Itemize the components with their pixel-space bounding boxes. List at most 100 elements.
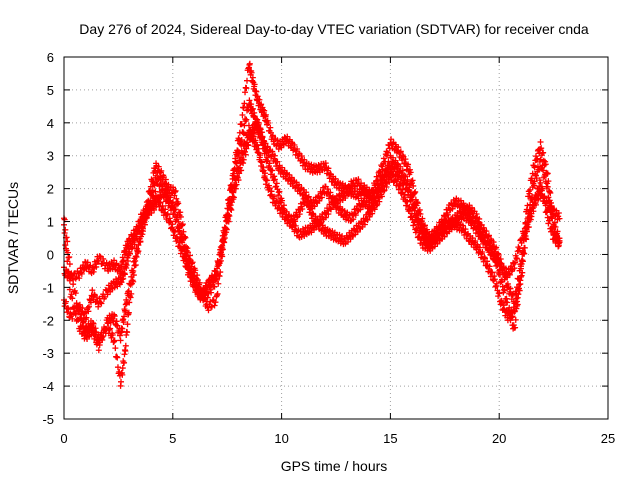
data-point-marker <box>166 219 173 226</box>
data-point-marker <box>493 244 500 251</box>
data-point-marker <box>476 244 483 251</box>
data-point-marker <box>271 155 278 162</box>
data-point-marker <box>155 163 162 170</box>
data-point-marker <box>125 288 132 295</box>
data-point-marker <box>66 253 73 260</box>
data-point-marker <box>95 303 102 310</box>
data-point-marker <box>294 145 301 152</box>
data-point-marker <box>376 168 383 175</box>
data-point-marker <box>159 186 166 193</box>
data-point-marker <box>83 314 90 321</box>
data-point-marker <box>415 216 422 223</box>
data-point-marker <box>495 270 502 277</box>
data-point-marker <box>492 283 499 290</box>
data-point-marker <box>223 225 230 232</box>
data-point-marker <box>494 254 501 261</box>
data-point-marker <box>495 252 502 259</box>
y-tick-label: 1 <box>47 215 54 230</box>
data-point-marker <box>376 184 383 191</box>
data-point-marker <box>408 196 415 203</box>
data-point-marker <box>267 171 274 178</box>
data-point-marker <box>130 258 137 265</box>
data-point-marker <box>523 228 530 235</box>
data-point-marker <box>89 327 96 334</box>
data-point-marker <box>503 295 510 302</box>
data-point-marker <box>171 206 178 213</box>
data-point-marker <box>534 163 541 170</box>
data-point-marker <box>124 329 131 336</box>
data-point-marker <box>266 185 273 192</box>
data-point-marker <box>220 238 227 245</box>
data-point-marker <box>378 181 385 188</box>
data-point-marker <box>214 290 221 297</box>
data-point-marker <box>540 157 547 164</box>
data-point-marker <box>92 261 99 268</box>
data-point-marker <box>76 275 83 282</box>
data-point-marker <box>416 206 423 213</box>
data-point-marker <box>536 146 543 153</box>
data-point-marker <box>441 213 448 220</box>
data-point-marker <box>207 283 214 290</box>
data-point-marker <box>89 287 96 294</box>
data-point-marker <box>130 278 137 285</box>
data-point-marker <box>472 238 479 245</box>
data-point-marker <box>540 167 547 174</box>
data-point-marker <box>542 171 549 178</box>
data-point-marker <box>544 180 551 187</box>
data-point-marker <box>327 189 334 196</box>
data-point-marker <box>243 85 250 92</box>
data-point-marker <box>311 203 318 210</box>
data-point-marker <box>318 194 325 201</box>
data-point-marker <box>512 324 519 331</box>
data-point-marker <box>322 160 329 167</box>
data-point-marker <box>141 219 148 226</box>
data-point-marker <box>232 176 239 183</box>
data-point-marker <box>271 193 278 200</box>
data-point-marker <box>268 188 275 195</box>
data-point-marker <box>402 156 409 163</box>
data-point-marker <box>546 217 553 224</box>
data-point-marker <box>239 111 246 118</box>
data-point-marker <box>274 158 281 165</box>
data-point-marker <box>499 283 506 290</box>
data-point-marker <box>96 342 103 348</box>
data-point-marker <box>411 207 418 214</box>
y-tick-label: 6 <box>47 50 54 65</box>
data-point-marker <box>97 299 104 306</box>
data-point-marker <box>301 156 308 163</box>
data-point-marker <box>63 234 70 241</box>
data-point-marker <box>483 228 490 235</box>
data-point-marker <box>398 190 405 197</box>
data-point-marker <box>490 239 497 246</box>
y-tick-label: 2 <box>47 182 54 197</box>
data-point-marker <box>532 201 539 208</box>
data-point-marker <box>409 177 416 184</box>
data-point-marker <box>546 188 553 195</box>
x-tick-label: 15 <box>383 431 397 446</box>
data-point-marker <box>132 253 139 260</box>
data-point-marker <box>520 250 527 257</box>
data-point-marker <box>91 335 98 342</box>
data-point-marker <box>116 332 123 339</box>
data-point-marker <box>208 289 215 296</box>
data-point-marker <box>502 273 509 280</box>
data-point-marker <box>90 320 97 327</box>
data-point-marker <box>164 210 171 217</box>
data-point-marker <box>183 253 190 260</box>
data-point-marker <box>537 156 544 163</box>
data-point-marker <box>405 188 412 195</box>
data-point-marker <box>479 248 486 255</box>
data-point-marker <box>62 242 69 249</box>
data-point-marker <box>383 148 390 155</box>
data-point-marker <box>112 345 119 352</box>
data-point-marker <box>118 378 125 385</box>
data-point-marker <box>285 213 292 220</box>
data-point-marker <box>230 182 237 189</box>
chart-title: Day 276 of 2024, Sidereal Day-to-day VTE… <box>79 21 589 37</box>
data-point-marker <box>181 243 188 250</box>
data-point-marker <box>124 298 131 305</box>
data-point-marker <box>254 142 261 149</box>
data-point-marker <box>355 176 362 183</box>
data-point-marker <box>249 105 256 112</box>
data-point-marker <box>533 175 540 182</box>
